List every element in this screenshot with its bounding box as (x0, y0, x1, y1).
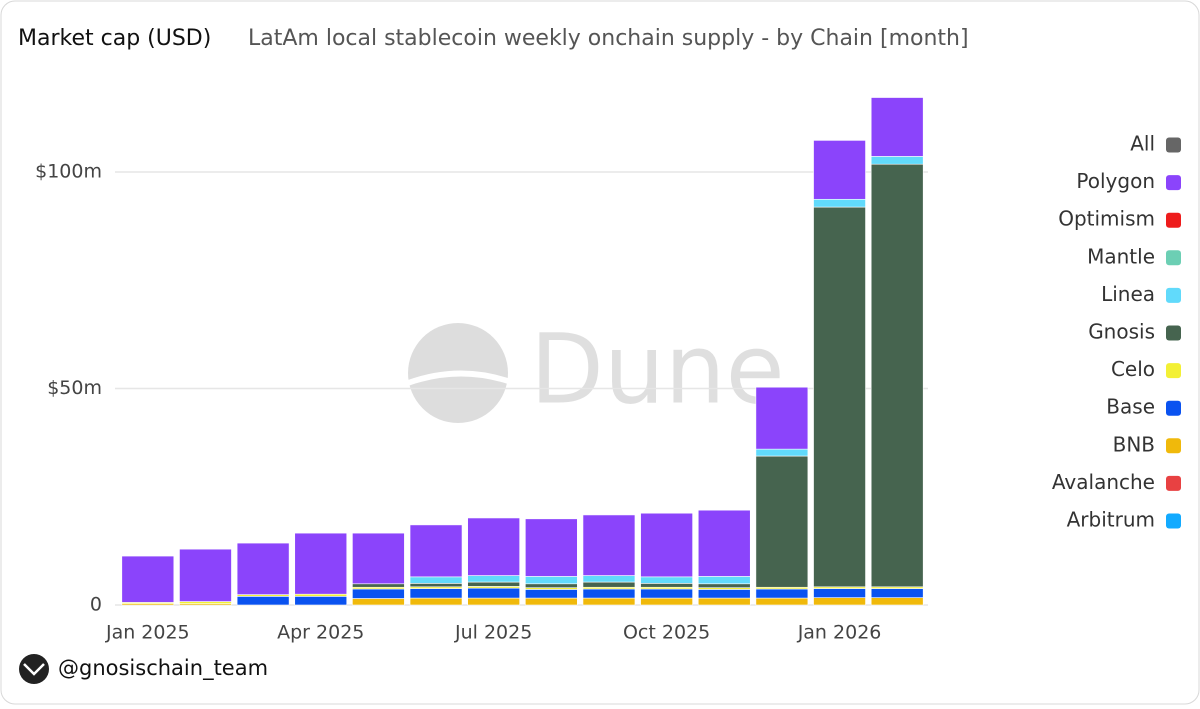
bar-segment (179, 548, 232, 602)
legend-swatch (1166, 400, 1181, 416)
watermark-logo (408, 323, 508, 423)
bar-segment (870, 163, 924, 588)
bar-segment (870, 156, 924, 165)
footer: @gnosischain_team (58, 656, 268, 681)
legend-swatch (1166, 475, 1181, 491)
bar-segment (409, 583, 463, 588)
bar-segment (525, 589, 578, 599)
bar-segment (813, 597, 866, 606)
x-tick-label: Oct 2025 (623, 622, 710, 644)
legend-label: Gnosis (1088, 320, 1155, 344)
legend-label: Arbitrum (1067, 508, 1155, 532)
bar-segment (409, 524, 463, 578)
bar-segment (640, 512, 693, 578)
bar-segment (352, 588, 405, 599)
bar-segment (121, 555, 175, 603)
bar-segment (640, 597, 693, 606)
bar-segment (813, 140, 866, 200)
bar-segment (352, 598, 405, 606)
legend-swatch (1166, 513, 1181, 529)
bar-segment (697, 576, 751, 585)
legend-label: Linea (1101, 282, 1155, 306)
legend-swatch (1166, 212, 1181, 228)
bar-segment (640, 588, 693, 599)
legend-label: All (1130, 132, 1155, 156)
legend-swatch (1166, 137, 1181, 153)
y-tick-label: $100m (35, 161, 102, 183)
bar-segment (294, 596, 348, 606)
bar-segment (294, 593, 348, 597)
bar-segment (755, 588, 809, 599)
x-tick-label: Jan 2026 (797, 622, 882, 644)
bar-segment (640, 583, 693, 588)
bar-segment (870, 597, 924, 606)
bar-segment (409, 576, 463, 584)
legend-swatch (1166, 363, 1181, 379)
bar-segment (640, 576, 693, 584)
footer-logo (19, 654, 49, 684)
bar-segment (755, 448, 809, 457)
bar-segment (467, 581, 520, 587)
bar-segment (582, 575, 636, 583)
bar-segment (236, 596, 290, 606)
bar-segment (870, 97, 924, 157)
bar-segment (236, 542, 290, 595)
bar-segment (525, 597, 578, 606)
legend-swatch (1166, 287, 1181, 303)
bar-segment (582, 597, 636, 606)
bar-segment (697, 589, 751, 599)
bar-segment (467, 517, 520, 576)
bar-segment (467, 597, 520, 606)
bar-segment (582, 581, 636, 588)
bar-segment (813, 588, 866, 598)
legend-label: BNB (1113, 432, 1155, 456)
chart-title: Market cap (USD) (18, 26, 211, 51)
bar-segment (697, 597, 751, 606)
bar-segment (409, 597, 463, 606)
watermark: Dune (530, 313, 785, 425)
bar-segment (409, 588, 463, 599)
legend-label: Polygon (1076, 169, 1155, 193)
x-tick-label: Apr 2025 (277, 622, 364, 644)
bar-segment (525, 576, 578, 585)
bar-segment (697, 583, 751, 588)
bar-segment (352, 583, 405, 588)
legend-swatch (1166, 325, 1181, 341)
legend-label: Optimism (1058, 207, 1155, 231)
bar-segment (755, 597, 809, 606)
legend-label: Base (1106, 395, 1155, 419)
y-tick-label: 0 (90, 594, 102, 616)
bar-segment (813, 198, 866, 208)
bar-segment (755, 455, 809, 588)
x-tick-label: Jul 2025 (454, 622, 532, 644)
bar-segment (755, 386, 809, 450)
bar-segment (582, 588, 636, 599)
bar-segment (467, 575, 520, 583)
x-tick-label: Jan 2025 (105, 622, 190, 644)
legend-swatch (1166, 250, 1181, 266)
bar-segment (870, 588, 924, 598)
legend-label: Mantle (1087, 244, 1155, 268)
bar-segment (525, 583, 578, 588)
bar-segment (582, 514, 636, 576)
bar-segment (294, 532, 348, 595)
legend-swatch (1166, 438, 1181, 454)
bar-segment (813, 206, 866, 588)
chart-subtitle: LatAm local stablecoin weekly onchain su… (248, 26, 969, 51)
bar-segment (352, 532, 405, 585)
legend-label: Celo (1111, 357, 1155, 381)
bar-segment (467, 587, 520, 599)
bar-segment (179, 601, 232, 605)
bar-segment (697, 509, 751, 577)
legend-label: Avalanche (1052, 470, 1155, 494)
legend-swatch (1166, 175, 1181, 191)
y-tick-label: $50m (47, 377, 102, 399)
bar-segment (525, 518, 578, 577)
